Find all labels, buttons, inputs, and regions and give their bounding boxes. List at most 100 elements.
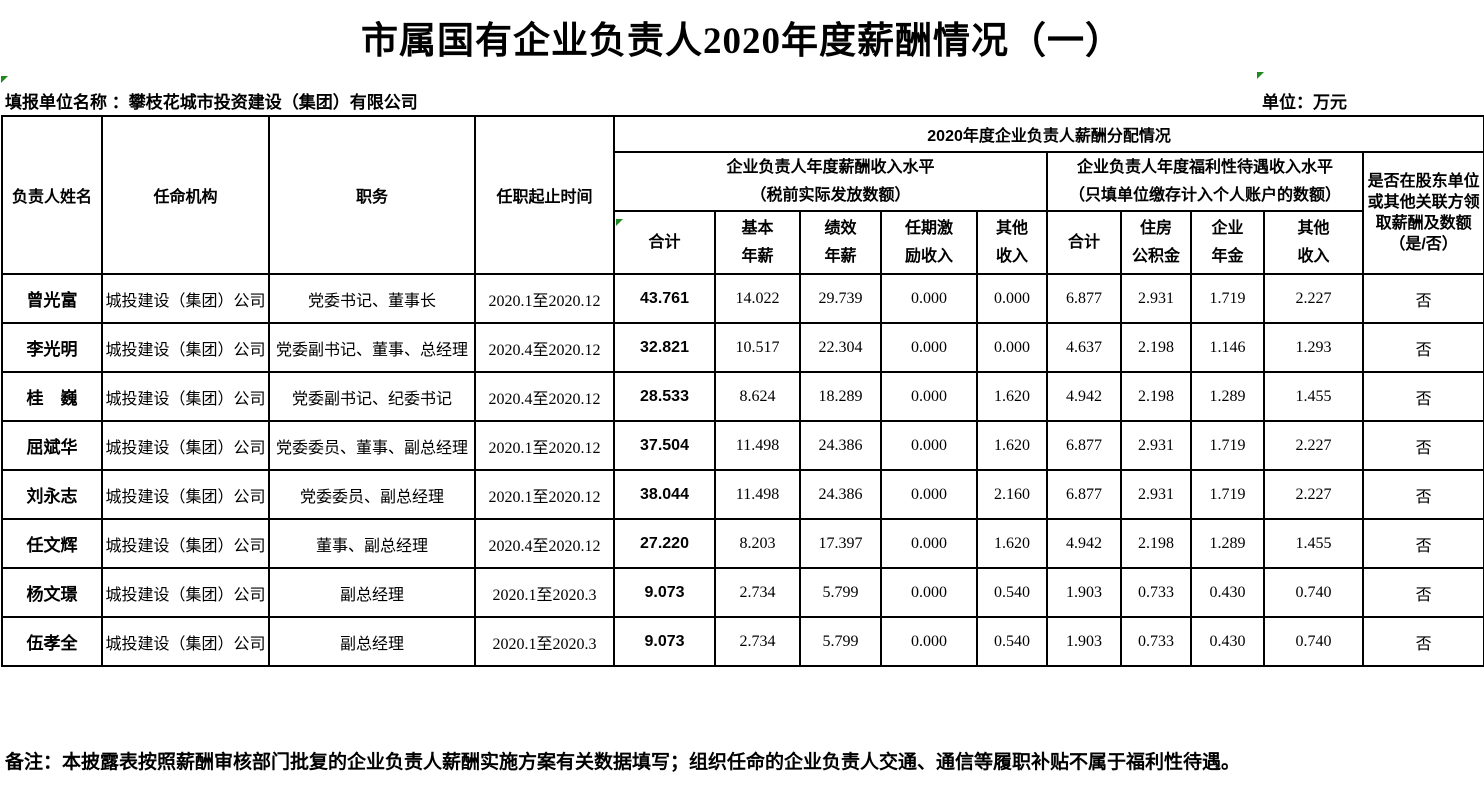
comment-marker-icon <box>1257 72 1264 79</box>
cell-position: 副总经理 <box>268 616 476 667</box>
col-header-agency: 任命机构 <box>101 115 270 275</box>
cell-other-income: 0.540 <box>976 616 1048 667</box>
table-row: 杨文璟 城投建设（集团）公司 副总经理 2020.1至2020.3 9.073 … <box>1 567 1484 618</box>
cell-term-incentive: 0.000 <box>880 567 978 618</box>
col-header-term: 任职起止时间 <box>474 115 615 275</box>
cell-name: 屈斌华 <box>1 420 103 471</box>
cell-salary-total: 38.044 <box>613 469 716 520</box>
cell-welfare-other: 1.455 <box>1263 371 1364 422</box>
cell-welfare-total: 4.637 <box>1046 322 1122 373</box>
table-row: 屈斌华 城投建设（集团）公司 党委委员、董事、副总经理 2020.1至2020.… <box>1 420 1484 471</box>
sub-header-term-incentive: 任期激 励收入 <box>880 210 978 275</box>
cell-agency: 城投建设（集团）公司 <box>101 567 270 618</box>
report-unit-label: 填报单位名称 ： <box>5 93 129 112</box>
cell-agency: 城投建设（集团）公司 <box>101 322 270 373</box>
cell-welfare-total: 1.903 <box>1046 567 1122 618</box>
table-row: 任文辉 城投建设（集团）公司 董事、副总经理 2020.4至2020.12 27… <box>1 518 1484 569</box>
cell-term-incentive: 0.000 <box>880 616 978 667</box>
cell-term-incentive: 0.000 <box>880 371 978 422</box>
cell-welfare-total: 6.877 <box>1046 469 1122 520</box>
cell-annuity: 1.146 <box>1190 322 1265 373</box>
cell-name: 伍孝全 <box>1 616 103 667</box>
cell-perf-salary: 22.304 <box>799 322 882 373</box>
cell-term: 2020.4至2020.12 <box>474 518 615 569</box>
cell-welfare-total: 6.877 <box>1046 273 1122 324</box>
cell-agency: 城投建设（集团）公司 <box>101 273 270 324</box>
cell-salary-total: 9.073 <box>613 567 716 618</box>
cell-related-party: 否 <box>1361 322 1484 373</box>
cell-annuity: 1.719 <box>1190 273 1265 324</box>
welfare-group-header: 企业负责人年度福利性待遇收入水平 （只填单位缴存计入个人账户的数额） <box>1046 151 1364 212</box>
cell-base-salary: 11.498 <box>714 420 801 471</box>
cell-term: 2020.1至2020.12 <box>474 469 615 520</box>
cell-base-salary: 2.734 <box>714 567 801 618</box>
cell-agency: 城投建设（集团）公司 <box>101 518 270 569</box>
cell-housing-fund: 0.733 <box>1120 616 1192 667</box>
cell-welfare-total: 4.942 <box>1046 371 1122 422</box>
cell-name: 杨文璟 <box>1 567 103 618</box>
cell-term-incentive: 0.000 <box>880 273 978 324</box>
cell-name: 曾光富 <box>1 273 103 324</box>
cell-welfare-other: 2.227 <box>1263 273 1364 324</box>
cell-base-salary: 10.517 <box>714 322 801 373</box>
sub-header-base-salary: 基本 年薪 <box>714 210 801 275</box>
cell-perf-salary: 24.386 <box>799 420 882 471</box>
cell-base-salary: 8.624 <box>714 371 801 422</box>
cell-name: 刘永志 <box>1 469 103 520</box>
cell-agency: 城投建设（集团）公司 <box>101 469 270 520</box>
cell-term: 2020.4至2020.12 <box>474 322 615 373</box>
cell-welfare-other: 1.293 <box>1263 322 1364 373</box>
col-header-name: 负责人姓名 <box>1 115 103 275</box>
salary-table: 负责人姓名 任命机构 职务 任职起止时间 2020年度企业负责人薪酬分配情况 企… <box>1 115 1484 667</box>
cell-annuity: 0.430 <box>1190 567 1265 618</box>
cell-annuity: 1.289 <box>1190 371 1265 422</box>
cell-position: 党委副书记、董事、总经理 <box>268 322 476 373</box>
cell-position: 副总经理 <box>268 567 476 618</box>
cell-other-income: 1.620 <box>976 371 1048 422</box>
sub-header-other-income: 其他 收入 <box>976 210 1048 275</box>
cell-term: 2020.1至2020.3 <box>474 567 615 618</box>
cell-term-incentive: 0.000 <box>880 420 978 471</box>
cell-other-income: 1.620 <box>976 420 1048 471</box>
cell-housing-fund: 2.198 <box>1120 518 1192 569</box>
comment-marker-icon <box>1 76 8 83</box>
table-row: 刘永志 城投建设（集团）公司 党委委员、副总经理 2020.1至2020.12 … <box>1 469 1484 520</box>
cell-term: 2020.1至2020.12 <box>474 273 615 324</box>
page-title: 市属国有企业负责人2020年度薪酬情况（一） <box>361 21 1123 62</box>
related-party-header: 是否在股东单位 或其他关联方领 取薪酬及数额 （是/否） <box>1361 151 1484 275</box>
cell-annuity: 0.430 <box>1190 616 1265 667</box>
cell-annuity: 1.719 <box>1190 469 1265 520</box>
cell-position: 董事、副总经理 <box>268 518 476 569</box>
cell-related-party: 否 <box>1361 616 1484 667</box>
footnote: 备注：本披露表按照薪酬审核部门批复的企业负责人薪酬实施方案有关数据填写；组织任命… <box>5 752 1241 773</box>
cell-salary-total: 37.504 <box>613 420 716 471</box>
sub-header-welfare-total: 合计 <box>1046 210 1122 275</box>
report-unit-line: 填报单位名称 ：攀枝花城市投资建设（集团）有限公司 <box>5 88 418 113</box>
cell-welfare-total: 4.942 <box>1046 518 1122 569</box>
sub-header-perf-salary: 绩效 年薪 <box>799 210 882 275</box>
cell-annuity: 1.289 <box>1190 518 1265 569</box>
cell-related-party: 否 <box>1361 518 1484 569</box>
cell-welfare-other: 2.227 <box>1263 420 1364 471</box>
cell-related-party: 否 <box>1361 567 1484 618</box>
cell-other-income: 0.540 <box>976 567 1048 618</box>
cell-perf-salary: 29.739 <box>799 273 882 324</box>
cell-related-party: 否 <box>1361 469 1484 520</box>
cell-term: 2020.4至2020.12 <box>474 371 615 422</box>
cell-housing-fund: 2.931 <box>1120 420 1192 471</box>
cell-welfare-other: 0.740 <box>1263 567 1364 618</box>
unit-label: 单位：万元 <box>1262 93 1347 112</box>
cell-welfare-other: 2.227 <box>1263 469 1364 520</box>
cell-base-salary: 8.203 <box>714 518 801 569</box>
table-row: 桂 巍 城投建设（集团）公司 党委副书记、纪委书记 2020.4至2020.12… <box>1 371 1484 422</box>
cell-salary-total: 43.761 <box>613 273 716 324</box>
cell-related-party: 否 <box>1361 273 1484 324</box>
cell-salary-total: 27.220 <box>613 518 716 569</box>
cell-term-incentive: 0.000 <box>880 322 978 373</box>
table-row: 李光明 城投建设（集团）公司 党委副书记、董事、总经理 2020.4至2020.… <box>1 322 1484 373</box>
cell-housing-fund: 2.198 <box>1120 322 1192 373</box>
cell-base-salary: 11.498 <box>714 469 801 520</box>
cell-agency: 城投建设（集团）公司 <box>101 616 270 667</box>
cell-name: 任文辉 <box>1 518 103 569</box>
cell-welfare-total: 1.903 <box>1046 616 1122 667</box>
